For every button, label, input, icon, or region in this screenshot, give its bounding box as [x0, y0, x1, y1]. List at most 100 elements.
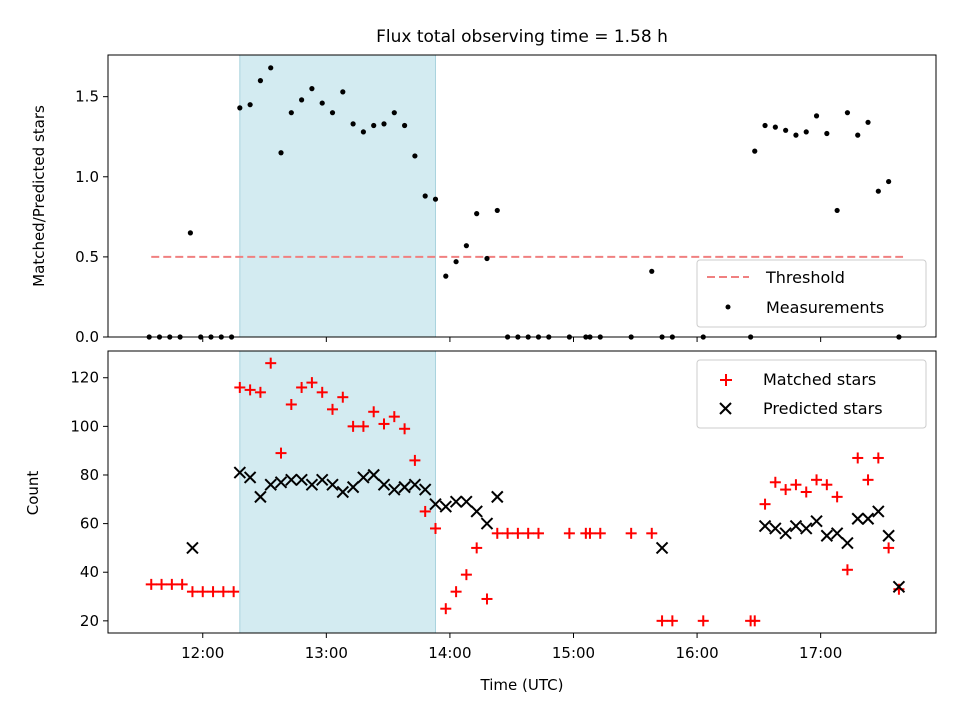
x-axis-label: Time (UTC)	[480, 676, 564, 694]
matched-marker	[460, 569, 472, 581]
matched-marker	[265, 357, 277, 369]
bottom-y-axis-label: Count	[24, 471, 42, 516]
predicted-marker	[820, 529, 834, 542]
bottom-y-tick-label: 20	[80, 612, 99, 630]
bottom-shaded-band	[239, 351, 436, 633]
measurement-point	[484, 255, 490, 262]
measurement-point	[360, 129, 367, 135]
predicted-marker	[398, 480, 411, 494]
x-tick-label: 14:00	[428, 644, 471, 662]
matched-marker	[285, 398, 297, 410]
predicted-marker	[800, 522, 813, 535]
measurement-point	[834, 207, 840, 214]
predicted-marker	[336, 485, 350, 499]
matched-marker	[563, 527, 575, 539]
predicted-marker	[480, 517, 494, 530]
matched-marker	[522, 527, 534, 539]
predicted-marker	[326, 478, 339, 491]
matched-marker	[419, 505, 431, 517]
predicted-marker	[346, 480, 360, 494]
measurement-point	[772, 124, 778, 130]
top-y-axis-label: Matched/Predicted stars	[30, 105, 48, 287]
matched-marker	[368, 406, 380, 418]
predicted-marker	[357, 471, 370, 484]
top-y-tick-label: 1.5	[75, 88, 99, 106]
matched-marker	[697, 615, 709, 627]
legend-threshold-label: Threshold	[765, 268, 845, 287]
matched-marker	[481, 593, 493, 605]
measurement-point	[268, 65, 274, 71]
bottom-y-tick-label: 100	[70, 417, 99, 435]
top-y-tick-label: 0.0	[75, 328, 99, 346]
matched-marker	[378, 418, 390, 430]
matched-marker	[811, 474, 823, 486]
predicted-marker	[830, 527, 844, 540]
matched-marker	[429, 522, 441, 534]
matched-marker	[388, 411, 400, 423]
matched-marker	[800, 486, 812, 498]
predicted-marker	[758, 519, 772, 533]
measurement-point	[432, 196, 439, 202]
predicted-marker	[851, 512, 864, 525]
matched-marker	[399, 423, 411, 435]
predicted-marker	[377, 478, 391, 491]
matched-marker	[156, 578, 168, 590]
predicted-marker	[779, 527, 792, 540]
predicted-marker	[769, 522, 782, 535]
predicted-marker	[243, 471, 257, 484]
predicted-marker	[305, 478, 319, 491]
matched-marker	[228, 586, 240, 598]
measurement-point	[813, 113, 820, 119]
matched-marker	[831, 491, 843, 503]
bottom-predicted-markers	[186, 466, 906, 594]
top-axes: 0.0 0.5 1.0 1.5	[75, 88, 822, 346]
measurement-point	[371, 122, 377, 129]
measurement-point	[865, 119, 871, 125]
predicted-marker	[789, 519, 803, 533]
matched-marker	[666, 615, 678, 627]
matched-marker	[357, 420, 369, 432]
bottom-y-tick-label: 80	[80, 466, 99, 484]
x-tick-label: 12:00	[181, 644, 224, 662]
legend-predicted-label: Predicted stars	[763, 399, 883, 418]
matched-marker	[186, 586, 198, 598]
matched-marker	[145, 578, 157, 590]
matched-marker	[862, 474, 874, 486]
measurement-point	[783, 127, 789, 133]
matched-marker	[166, 578, 178, 590]
predicted-marker	[316, 473, 329, 487]
measurement-point	[453, 259, 459, 265]
predicted-marker	[872, 505, 885, 518]
matched-marker	[316, 386, 328, 398]
measurement-point	[187, 230, 193, 236]
matched-marker	[883, 542, 895, 554]
matched-marker	[347, 420, 359, 432]
predicted-marker	[491, 490, 504, 504]
measurement-point	[350, 121, 356, 127]
matched-marker	[872, 452, 884, 464]
matched-marker	[207, 586, 219, 598]
measurement-point	[443, 273, 449, 279]
predicted-marker	[254, 490, 267, 504]
matched-marker	[780, 484, 792, 496]
matched-marker	[491, 527, 503, 539]
matched-marker	[749, 615, 761, 627]
predicted-marker	[285, 473, 298, 487]
measurement-point	[381, 121, 387, 127]
top-y-tick-label: 1.0	[75, 168, 99, 186]
predicted-marker	[861, 512, 875, 525]
measurement-point	[288, 110, 294, 116]
measurement-point	[875, 188, 881, 194]
legend-matched-label: Matched stars	[763, 370, 876, 389]
measurement-point	[299, 97, 305, 103]
chart-title: Flux total observing time = 1.58 h	[376, 27, 668, 47]
measurement-point	[494, 207, 500, 214]
predicted-marker	[388, 483, 401, 496]
predicted-marker	[810, 514, 823, 528]
matched-marker	[306, 377, 318, 389]
top-y-tick-label: 0.5	[75, 248, 99, 266]
matched-marker	[502, 527, 514, 539]
top-observing-window-shading	[239, 54, 436, 338]
matched-marker	[656, 615, 668, 627]
